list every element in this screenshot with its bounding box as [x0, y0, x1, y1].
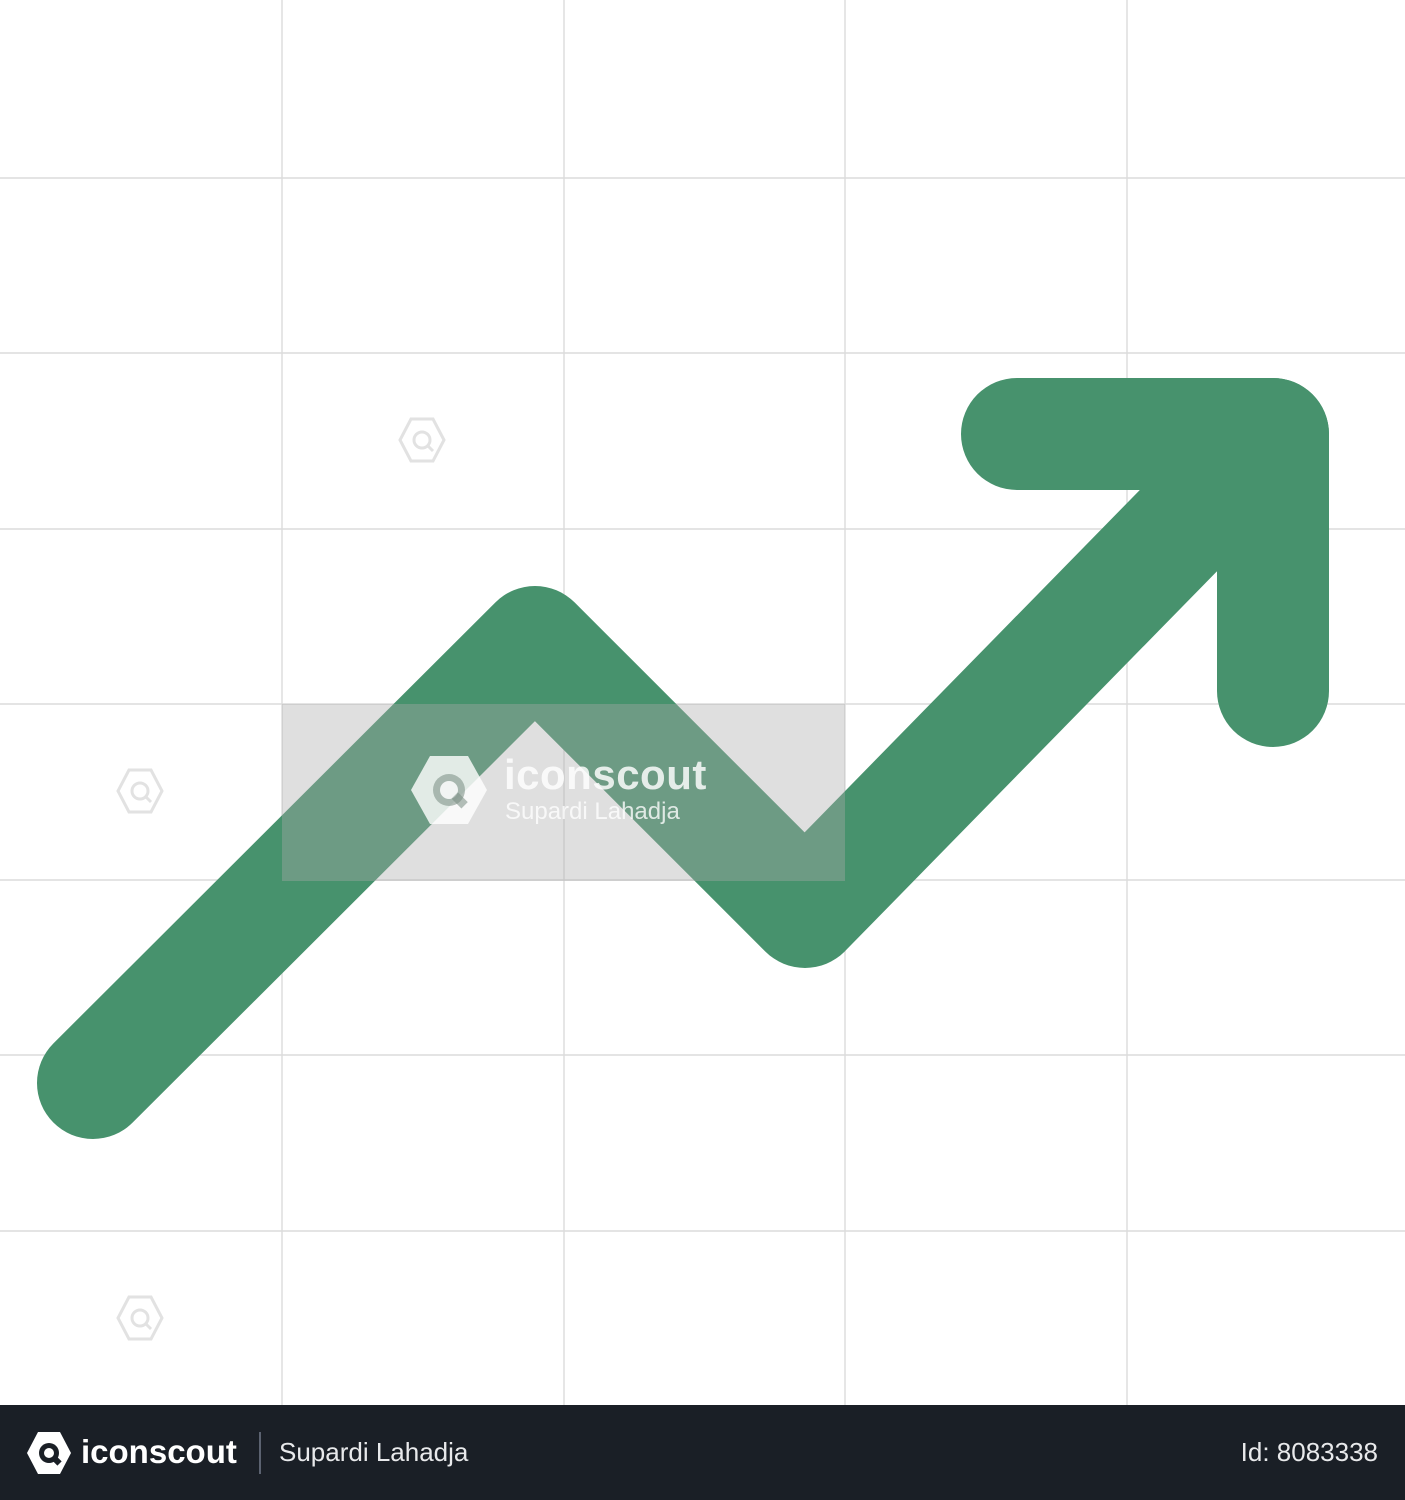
watermark-brand-text: iconscout [504, 751, 707, 798]
trending-up-arrow-icon [37, 378, 1329, 1139]
watermark-author-text: Supardi Lahadja [505, 798, 680, 825]
watermark-banner: iconscout Supardi Lahadja [282, 704, 845, 881]
footer-asset-id: Id: 8083338 [1240, 1437, 1378, 1467]
footer-divider [259, 1432, 261, 1474]
footer-bar: iconscout Supardi Lahadja Id: 8083338 [0, 1405, 1405, 1500]
watermark-logo-icon [116, 1295, 164, 1341]
watermark-logo-icon [398, 417, 446, 463]
footer-author-text: Supardi Lahadja [279, 1437, 469, 1467]
watermark-logo-icon [116, 768, 164, 814]
iconscout-logo-icon [411, 756, 487, 824]
icon-preview-canvas: iconscout Supardi Lahadja [0, 0, 1405, 1405]
iconscout-logo-icon [27, 1432, 71, 1474]
footer-brand-text: iconscout [81, 1433, 237, 1470]
